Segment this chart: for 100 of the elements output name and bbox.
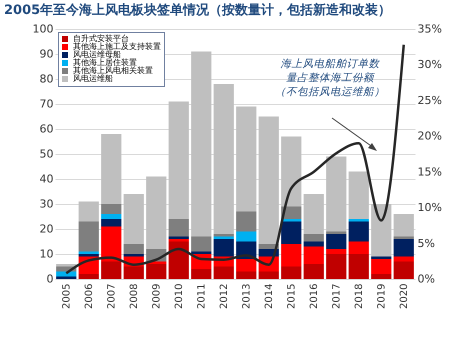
x-tick-label: 2016 xyxy=(308,284,320,309)
bar xyxy=(191,52,212,236)
bar xyxy=(191,236,212,252)
y-tick-label: 0 xyxy=(46,272,54,286)
y-tick-label: 80 xyxy=(40,72,54,86)
y-tick-label: 100 xyxy=(32,22,54,36)
bar xyxy=(348,222,369,242)
legend-label: 其他海上施工及支持装置 xyxy=(73,42,161,51)
x-tick-label: 2018 xyxy=(354,284,365,309)
chart-title: 2005年至今海上风电板块签单情况（按数量计，包括新造和改装） xyxy=(4,2,392,18)
bar xyxy=(348,172,369,219)
bar xyxy=(394,256,414,262)
bar xyxy=(236,232,256,242)
bar xyxy=(304,234,324,242)
bar xyxy=(101,214,122,219)
y-tick-label: 30 xyxy=(40,198,54,210)
y2-tick-label: 10% xyxy=(418,201,442,214)
x-tick-label: 2006 xyxy=(84,284,95,309)
bar xyxy=(281,244,302,266)
y-tick-label: 90 xyxy=(40,48,54,60)
bar xyxy=(304,242,324,246)
bar xyxy=(258,272,279,279)
bar xyxy=(78,274,99,279)
legend-label: 其他海上风电相关装置 xyxy=(73,66,153,75)
bar xyxy=(371,204,392,256)
x-tick-label: 2014 xyxy=(264,284,275,309)
bar xyxy=(101,226,122,262)
y2-tick-label: 35% xyxy=(418,22,442,36)
bar xyxy=(236,212,256,232)
x-tick-label: 2020 xyxy=(398,284,410,309)
x-tick-label: 2013 xyxy=(241,284,252,309)
bar xyxy=(191,269,212,279)
y2-tick-label: 15% xyxy=(418,165,442,178)
y-tick-label: 20 xyxy=(40,222,54,236)
bar xyxy=(326,254,346,279)
bar xyxy=(168,219,189,236)
x-tick-label: 2012 xyxy=(218,284,230,309)
bar xyxy=(394,262,414,279)
legend-label: 其他海上居住装置 xyxy=(73,58,137,67)
annotation: 海上风电船舶订单数量占整体海工份额 xyxy=(280,58,380,84)
bar xyxy=(236,106,256,212)
x-tick-label: 2010 xyxy=(174,284,185,309)
y2-tick-label: 5% xyxy=(418,236,435,250)
bar xyxy=(78,222,99,252)
bar xyxy=(236,259,256,272)
legend-label: 风电运维母船 xyxy=(73,50,121,59)
legend-label: 风电运维船 xyxy=(73,74,113,83)
y-tick-label: 70 xyxy=(40,98,54,110)
bar xyxy=(146,264,166,279)
bar xyxy=(258,116,279,244)
bar xyxy=(326,234,346,249)
bar xyxy=(348,254,369,279)
bar xyxy=(78,202,99,222)
bar xyxy=(101,134,122,204)
y2-tick-label: 25% xyxy=(418,94,442,107)
bar xyxy=(56,272,76,276)
bar xyxy=(168,242,189,279)
bar xyxy=(124,194,144,244)
legend-label: 自升式安装平台 xyxy=(73,34,129,43)
bar xyxy=(101,219,122,226)
y-tick-label: 50 xyxy=(40,148,54,160)
y2-tick-label: 30% xyxy=(418,58,442,72)
line-series xyxy=(65,43,405,275)
bar xyxy=(146,176,166,249)
bar xyxy=(304,246,324,264)
bar xyxy=(214,84,234,234)
bar xyxy=(394,239,414,256)
bar xyxy=(214,239,234,256)
bar xyxy=(214,266,234,279)
x-tick-label: 2019 xyxy=(376,284,388,309)
bar xyxy=(371,274,392,279)
bar xyxy=(371,259,392,274)
x-tick-label: 2005 xyxy=(61,284,72,309)
x-tick-label: 2007 xyxy=(106,284,118,309)
bar xyxy=(348,242,369,254)
y2-tick-label: 0% xyxy=(418,272,435,286)
bar xyxy=(304,194,324,234)
x-tick-label: 2009 xyxy=(151,284,162,309)
x-tick-label: 2008 xyxy=(128,284,140,309)
bar xyxy=(124,266,144,279)
x-tick-label: 2015 xyxy=(286,284,298,309)
y-tick-label: 40 xyxy=(40,172,54,186)
bar xyxy=(304,264,324,279)
y-tick-label: 10 xyxy=(40,248,54,260)
bar xyxy=(326,156,346,232)
y-tick-label: 60 xyxy=(40,122,54,136)
bar xyxy=(281,266,302,279)
bar xyxy=(168,102,189,219)
bar xyxy=(101,262,122,279)
annotation: （不包括风电运维船） xyxy=(275,86,385,98)
bar xyxy=(236,272,256,279)
bar xyxy=(124,244,144,254)
bar xyxy=(326,249,346,254)
bar xyxy=(101,204,122,214)
bar xyxy=(281,136,302,206)
bar xyxy=(394,214,414,236)
x-tick-label: 2011 xyxy=(196,284,208,309)
y2-tick-label: 20% xyxy=(418,130,442,143)
x-tick-label: 2017 xyxy=(331,284,342,309)
bar xyxy=(281,222,302,244)
